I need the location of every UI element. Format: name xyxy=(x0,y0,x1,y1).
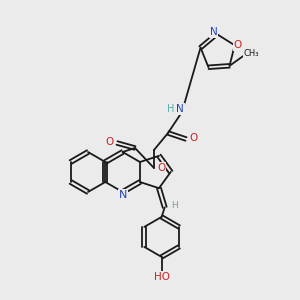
Text: O: O xyxy=(234,40,242,50)
Text: N: N xyxy=(176,104,184,114)
Text: O: O xyxy=(157,163,165,173)
Text: O: O xyxy=(189,133,197,143)
Text: HO: HO xyxy=(154,272,169,282)
Text: N: N xyxy=(210,27,218,37)
Text: O: O xyxy=(106,137,114,147)
Text: N: N xyxy=(118,190,127,200)
Text: H: H xyxy=(171,201,178,210)
Text: H: H xyxy=(167,104,174,114)
Text: CH₃: CH₃ xyxy=(244,49,259,58)
